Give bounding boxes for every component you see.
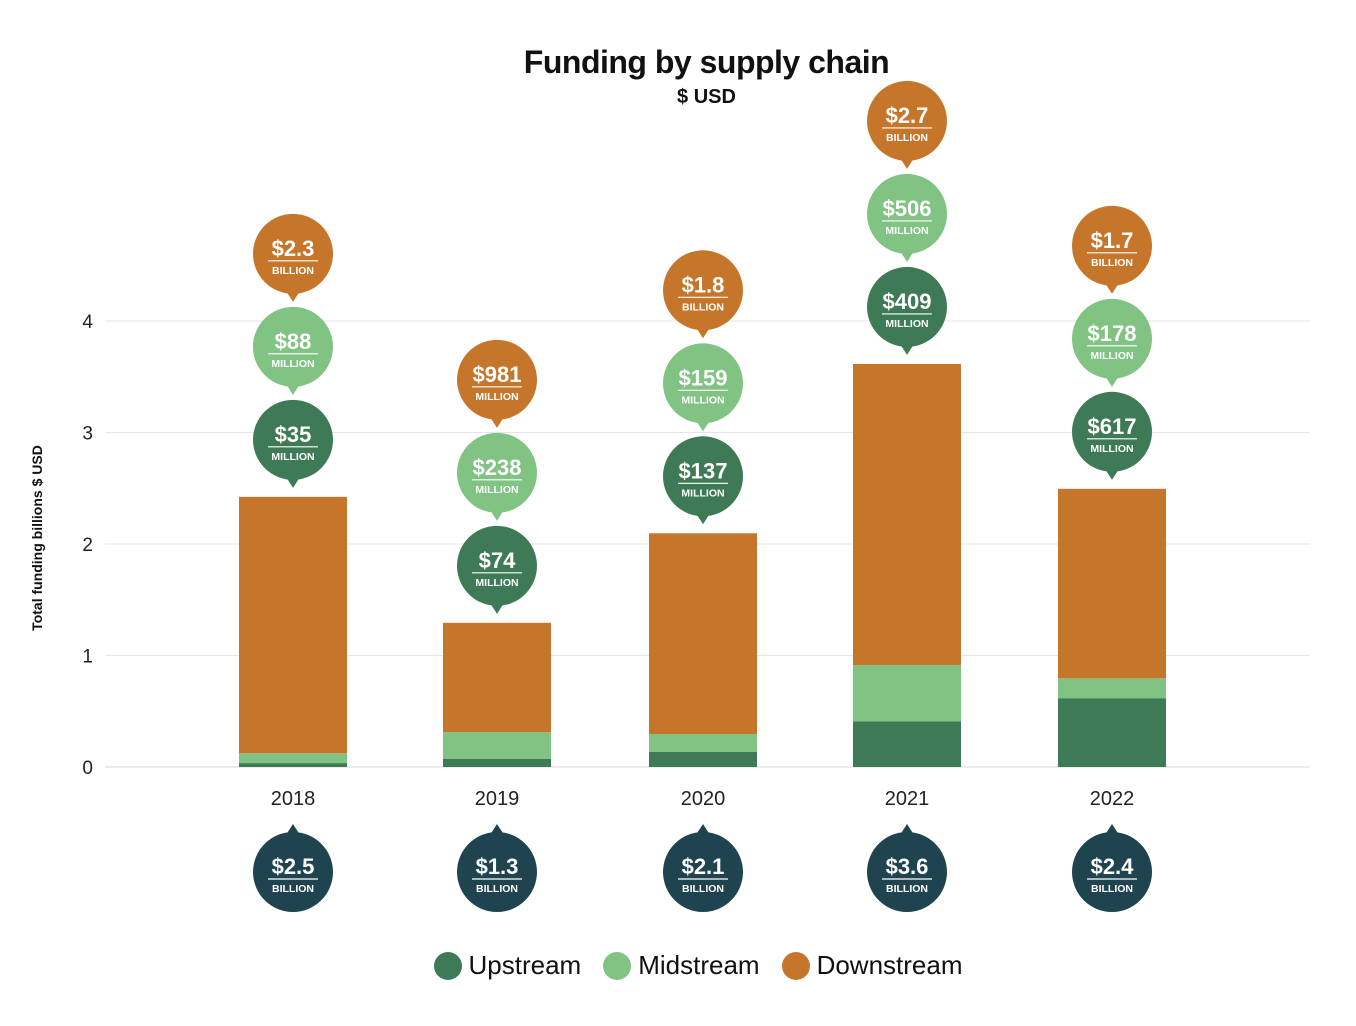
total-bubble-2021-unit: BILLION <box>886 883 928 895</box>
value-bubble-upstream-2018 <box>253 399 333 480</box>
bar-upstream-2018 <box>239 763 347 767</box>
bar-upstream-2021 <box>853 721 961 767</box>
value-bubble-upstream-2020 <box>663 436 743 517</box>
value-bubble-downstream-2021-unit: BILLION <box>886 132 928 144</box>
value-bubble-downstream-2018-amount: $2.3 <box>272 236 315 261</box>
value-bubble-downstream-2022 <box>1072 205 1152 286</box>
legend-label-midstream: Midstream <box>638 950 760 980</box>
value-bubble-midstream-2018-unit: MILLION <box>271 358 314 370</box>
total-bubble-2022 <box>1072 832 1152 912</box>
value-bubble-downstream-2020 <box>663 250 743 331</box>
total-bubble-2018-amount: $2.5 <box>272 854 315 879</box>
total-bubble-2022-amount: $2.4 <box>1091 854 1135 879</box>
bar-downstream-2019 <box>443 622 551 733</box>
bar-downstream-2018 <box>239 496 347 754</box>
value-bubble-upstream-2019-amount: $74 <box>479 548 516 573</box>
total-bubble-2020-unit: BILLION <box>682 883 724 895</box>
value-bubble-midstream-2020-unit: MILLION <box>681 394 724 406</box>
legend-item-upstream: Upstream <box>433 950 582 981</box>
x-tick-label-2020: 2020 <box>681 788 726 810</box>
value-bubble-upstream-2021-unit: MILLION <box>885 318 928 330</box>
total-bubble-2018-unit: BILLION <box>272 883 314 895</box>
value-bubble-midstream-2021-amount: $506 <box>883 196 932 221</box>
value-bubble-upstream-2018-amount: $35 <box>275 422 312 447</box>
value-bubble-midstream-2018-amount: $88 <box>275 329 312 354</box>
legend-item-midstream: Midstream <box>603 950 760 981</box>
value-bubble-downstream-2020-amount: $1.8 <box>682 272 725 297</box>
value-bubble-upstream-2019 <box>457 525 537 606</box>
value-bubble-midstream-2019 <box>457 432 537 513</box>
value-bubble-downstream-2022-amount: $1.7 <box>1091 228 1134 253</box>
total-bubble-2020 <box>663 832 743 912</box>
value-bubble-downstream-2019 <box>457 339 537 420</box>
total-bubble-2020-amount: $2.1 <box>682 854 725 879</box>
chart-legend: Upstream Midstream Downstream <box>0 950 1356 981</box>
value-bubble-upstream-2022-amount: $617 <box>1088 414 1137 439</box>
legend-label-upstream: Upstream <box>468 950 582 980</box>
value-bubble-downstream-2018-unit: BILLION <box>272 265 314 277</box>
total-bubble-2019-amount: $1.3 <box>476 854 519 879</box>
total-bubble-2018 <box>253 832 333 912</box>
value-bubble-upstream-2018-unit: MILLION <box>271 451 314 463</box>
y-tick-label-4: 4 <box>82 312 93 333</box>
value-bubble-upstream-2021 <box>867 266 947 347</box>
bar-midstream-2019 <box>443 732 551 759</box>
x-tick-label-2019: 2019 <box>475 788 520 810</box>
y-tick-label-2: 2 <box>82 535 93 556</box>
total-bubble-2021 <box>867 832 947 912</box>
y-axis-label: Total funding billions $ USD <box>29 445 45 631</box>
bar-upstream-2020 <box>649 751 757 767</box>
total-bubble-2022-unit: BILLION <box>1091 883 1133 895</box>
value-bubble-midstream-2021-unit: MILLION <box>885 225 928 237</box>
value-bubble-upstream-2021-amount: $409 <box>883 289 932 314</box>
legend-item-downstream: Downstream <box>781 950 963 981</box>
value-bubble-midstream-2019-amount: $238 <box>473 455 522 480</box>
value-bubble-upstream-2019-unit: MILLION <box>475 577 518 589</box>
legend-label-downstream: Downstream <box>816 950 963 980</box>
value-bubble-downstream-2021 <box>867 80 947 161</box>
bar-downstream-2021 <box>853 363 961 665</box>
value-bubble-midstream-2018 <box>253 306 333 387</box>
value-bubble-upstream-2020-amount: $137 <box>679 458 728 483</box>
bar-midstream-2020 <box>649 733 757 752</box>
value-bubble-downstream-2022-unit: BILLION <box>1091 257 1133 269</box>
value-bubble-upstream-2020-unit: MILLION <box>681 487 724 499</box>
value-bubble-midstream-2022 <box>1072 298 1152 379</box>
legend-swatch-downstream <box>781 951 810 980</box>
bar-upstream-2019 <box>443 758 551 767</box>
chart-title: Funding by supply chain <box>523 44 890 80</box>
y-tick-label-0: 0 <box>82 758 93 779</box>
x-tick-label-2022: 2022 <box>1090 788 1135 810</box>
value-bubble-downstream-2019-amount: $981 <box>473 362 522 387</box>
bar-midstream-2018 <box>239 753 347 764</box>
value-bubble-downstream-2021-amount: $2.7 <box>886 103 929 128</box>
value-bubble-midstream-2022-amount: $178 <box>1088 321 1137 346</box>
value-bubble-midstream-2022-unit: MILLION <box>1090 350 1133 362</box>
bar-downstream-2022 <box>1058 488 1166 679</box>
value-bubble-upstream-2022 <box>1072 391 1152 472</box>
x-tick-label-2018: 2018 <box>271 788 316 810</box>
total-bubble-2019-unit: BILLION <box>476 883 518 895</box>
value-bubble-downstream-2018 <box>253 213 333 294</box>
value-bubble-upstream-2022-unit: MILLION <box>1090 443 1133 455</box>
chart-subtitle: $ USD <box>677 86 736 108</box>
value-bubble-downstream-2019-unit: MILLION <box>475 391 518 403</box>
total-bubble-2019 <box>457 832 537 912</box>
value-bubble-downstream-2020-unit: BILLION <box>682 301 724 313</box>
bar-midstream-2021 <box>853 664 961 722</box>
y-tick-label-3: 3 <box>82 424 93 445</box>
value-bubble-midstream-2020-amount: $159 <box>679 365 728 390</box>
legend-swatch-upstream <box>433 951 462 980</box>
bar-midstream-2022 <box>1058 678 1166 699</box>
total-bubble-2021-amount: $3.6 <box>886 854 929 879</box>
value-bubble-midstream-2019-unit: MILLION <box>475 484 518 496</box>
legend-swatch-midstream <box>603 951 632 980</box>
bar-upstream-2022 <box>1058 698 1166 767</box>
y-tick-label-1: 1 <box>82 647 93 668</box>
x-tick-label-2021: 2021 <box>885 788 930 810</box>
value-bubble-midstream-2021 <box>867 173 947 254</box>
value-bubble-midstream-2020 <box>663 343 743 424</box>
bar-downstream-2020 <box>649 533 757 734</box>
